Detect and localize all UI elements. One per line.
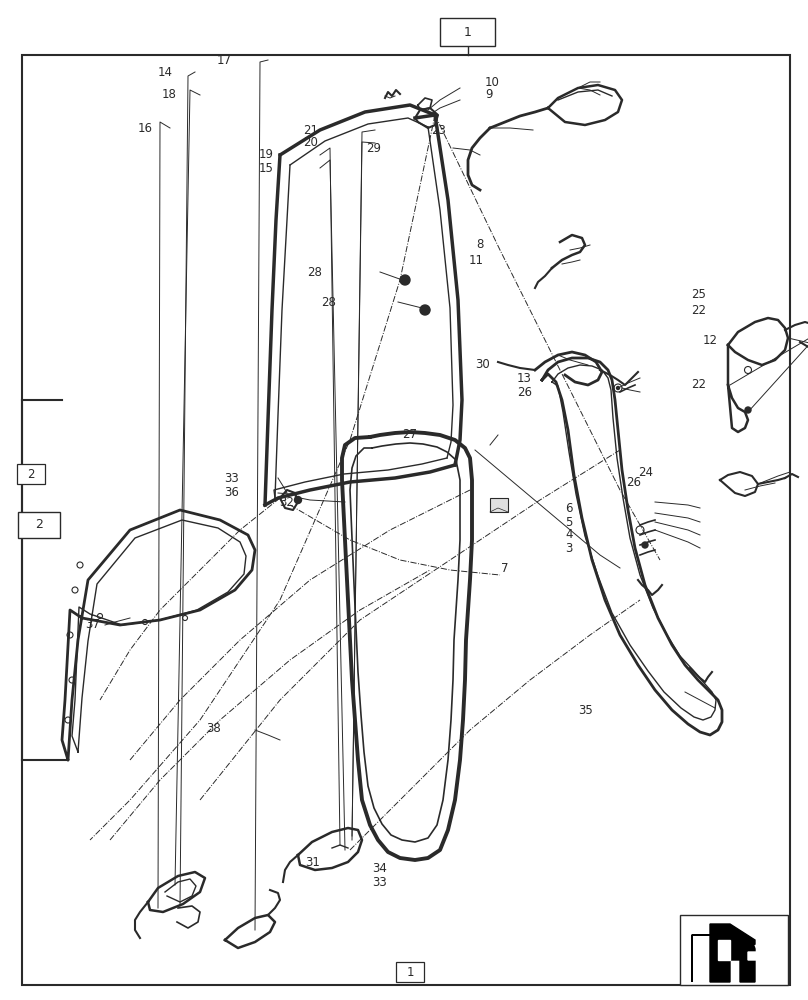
Text: 8: 8 — [477, 238, 484, 251]
Text: 19: 19 — [259, 148, 274, 161]
Text: 18: 18 — [162, 89, 176, 102]
Text: 29: 29 — [366, 141, 381, 154]
Text: 1: 1 — [406, 966, 415, 978]
Text: 14: 14 — [158, 66, 173, 79]
Circle shape — [294, 496, 301, 504]
Text: 20: 20 — [303, 136, 318, 149]
Text: 37: 37 — [85, 618, 99, 632]
Text: 16: 16 — [137, 121, 153, 134]
Polygon shape — [748, 945, 762, 960]
Text: 25: 25 — [691, 288, 705, 302]
Text: 38: 38 — [206, 722, 221, 734]
Text: 33: 33 — [225, 472, 239, 485]
Circle shape — [400, 275, 410, 285]
Text: 2: 2 — [27, 468, 35, 481]
Polygon shape — [692, 924, 755, 982]
Text: 24: 24 — [638, 466, 654, 479]
Text: 32: 32 — [279, 495, 293, 508]
Bar — [397, 962, 424, 982]
Bar — [17, 464, 44, 484]
Bar — [440, 18, 495, 46]
Text: 22: 22 — [691, 378, 706, 391]
Text: 10: 10 — [485, 76, 499, 89]
Text: 15: 15 — [259, 161, 273, 174]
Text: 33: 33 — [372, 876, 386, 888]
Text: 1: 1 — [464, 25, 471, 38]
Bar — [490, 498, 508, 512]
Text: 26: 26 — [626, 477, 642, 489]
Text: 6: 6 — [566, 502, 573, 514]
Text: 36: 36 — [225, 487, 239, 499]
Text: 17: 17 — [217, 53, 232, 66]
Text: 22: 22 — [691, 304, 706, 316]
Circle shape — [420, 305, 430, 315]
Text: 2: 2 — [35, 518, 43, 532]
Text: 26: 26 — [517, 385, 532, 398]
Text: 28: 28 — [322, 296, 336, 308]
Text: 9: 9 — [485, 89, 492, 102]
Bar — [18, 512, 60, 538]
Text: 13: 13 — [517, 371, 532, 384]
Text: 34: 34 — [372, 861, 386, 874]
Text: 35: 35 — [578, 704, 592, 716]
Polygon shape — [718, 940, 730, 960]
Text: 5: 5 — [566, 516, 573, 528]
Text: 23: 23 — [431, 123, 445, 136]
Text: 4: 4 — [566, 528, 573, 542]
Text: 31: 31 — [305, 856, 320, 868]
Circle shape — [617, 386, 620, 389]
Text: 21: 21 — [303, 123, 318, 136]
Text: 11: 11 — [469, 253, 484, 266]
Text: 7: 7 — [501, 562, 508, 574]
Circle shape — [745, 407, 751, 413]
Text: 12: 12 — [703, 334, 718, 347]
Text: 3: 3 — [566, 542, 573, 554]
Text: 28: 28 — [307, 265, 322, 278]
Text: 30: 30 — [475, 359, 490, 371]
Bar — [680, 915, 788, 985]
Circle shape — [642, 542, 648, 548]
Text: 27: 27 — [402, 428, 418, 442]
